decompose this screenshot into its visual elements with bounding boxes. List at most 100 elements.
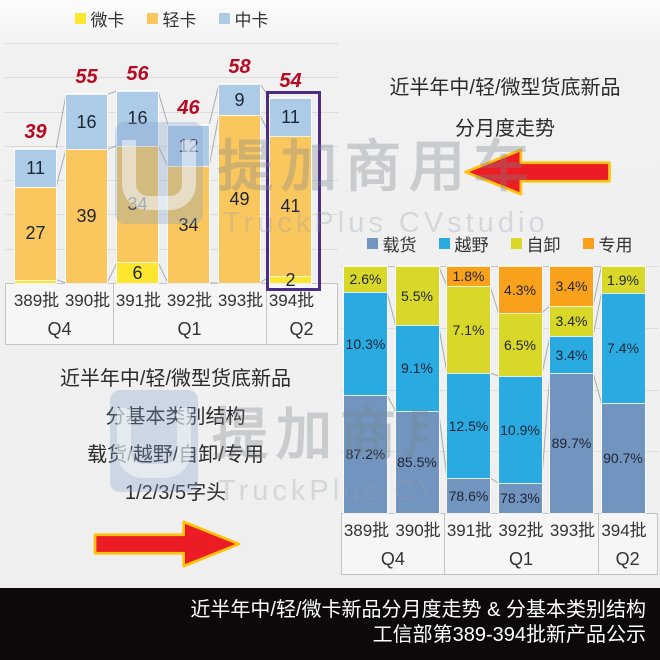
bar-segment-label: 10.3% bbox=[345, 335, 386, 352]
bar-segment-label: 9.1% bbox=[401, 360, 433, 376]
legend-item: 中卡 bbox=[218, 6, 269, 31]
legend-swatch bbox=[74, 12, 86, 24]
axis-group-label: Q2 bbox=[615, 549, 640, 569]
bar-393批: 9 49 bbox=[218, 83, 261, 284]
monthly-trend-note: 近半年中/轻/微型货底新品 分月度走势 bbox=[355, 68, 655, 150]
banner-title-line: 近半年中/轻/微卡新品分月度走势 & 分基本类别结构 bbox=[190, 599, 646, 621]
bar-segment-label: 49 bbox=[229, 189, 250, 209]
legend-item: 越野 bbox=[438, 231, 489, 256]
bar-segment bbox=[395, 411, 439, 513]
trend-chart-x-axis: 389批 390批 391批 392批 393批 394批 Q4 Q1 Q2 bbox=[5, 283, 338, 345]
bar-segment bbox=[270, 135, 311, 277]
bar-segment bbox=[270, 276, 311, 283]
bar-segment-label: 16 bbox=[127, 108, 148, 129]
axis-category-label: 389批 bbox=[343, 521, 390, 540]
bar-total-label: 56 bbox=[126, 63, 149, 85]
bar-segment bbox=[395, 266, 439, 325]
gridline bbox=[5, 77, 338, 79]
bar-segment-label: 2.6% bbox=[349, 271, 382, 287]
bar-segment-label: 87.2% bbox=[345, 446, 386, 462]
legend-label: 微卡 bbox=[90, 10, 125, 30]
axis-group-separator bbox=[443, 514, 445, 574]
legend-swatch bbox=[218, 12, 230, 24]
axis-category-label: 393批 bbox=[549, 521, 596, 540]
series-connector-lines bbox=[386, 266, 602, 484]
bar-segment-label: 41 bbox=[280, 195, 301, 216]
bar-segment bbox=[66, 94, 107, 150]
bar-segment-label: 39 bbox=[76, 206, 97, 227]
bar-391批: 1.8% 7.1% 12.5% 78.6% bbox=[446, 265, 491, 514]
axis-group-label: Q1 bbox=[177, 319, 202, 339]
bar-segment bbox=[395, 325, 439, 411]
note-line: 分基本类别结构 bbox=[105, 406, 246, 428]
bar-segment-label: 1.9% bbox=[607, 271, 639, 288]
legend-label: 越野 bbox=[454, 235, 489, 255]
bar-total-label: 46 bbox=[177, 97, 200, 120]
bar-segment bbox=[550, 306, 593, 336]
bar-segment-label: 6 bbox=[132, 262, 143, 283]
axis-category-label: 389批 bbox=[13, 291, 60, 310]
bar-segment bbox=[219, 115, 260, 283]
bar-segment-label: 2 bbox=[285, 269, 296, 290]
legend-swatch bbox=[146, 12, 158, 24]
axis-category-label: 390批 bbox=[64, 291, 111, 310]
legend-swatch bbox=[510, 237, 522, 249]
bar-segment-label: 27 bbox=[25, 223, 46, 244]
bar-segment bbox=[498, 313, 542, 376]
legend-item: 载货 bbox=[366, 231, 417, 256]
bar-391批: 16 34 6 bbox=[116, 90, 159, 284]
bar-total-label: 58 bbox=[228, 56, 251, 79]
axis-group-label: Q4 bbox=[47, 319, 72, 339]
legend-label: 载货 bbox=[382, 235, 417, 255]
bar-392批: 12 34 bbox=[167, 124, 210, 284]
axis-category-label: 391批 bbox=[115, 291, 162, 310]
bar-segment bbox=[15, 187, 56, 280]
bar-394批: 11 41 2 bbox=[269, 96, 312, 290]
bar-segment-label: 1.8% bbox=[452, 268, 485, 284]
legend-label: 自卸 bbox=[526, 235, 561, 255]
bar-segment bbox=[601, 293, 645, 403]
bar-segment bbox=[550, 373, 593, 513]
bar-segment-label: 3.4% bbox=[555, 278, 588, 294]
bar-segment-label: 6.5% bbox=[504, 336, 536, 353]
bar-segment-label: 85.5% bbox=[397, 454, 437, 470]
axis-category-label: 393批 bbox=[217, 291, 264, 310]
bar-segment-label: 7.1% bbox=[452, 321, 485, 338]
bar-segment-label: 90.7% bbox=[603, 450, 643, 466]
bar-segment bbox=[601, 266, 645, 293]
structure-chart-legend: 载货 越野 自卸 专用 bbox=[341, 231, 658, 255]
axis-group-separator bbox=[266, 284, 267, 344]
note-line: 载货/越野/自卸/专用 bbox=[87, 444, 264, 466]
bar-segment-label: 7.4% bbox=[607, 340, 639, 356]
bar-segment-label: 5.5% bbox=[401, 287, 433, 304]
gridline bbox=[5, 111, 338, 113]
bar-segment-label: 3.4% bbox=[555, 313, 588, 329]
bar-segment-label: 10.9% bbox=[500, 421, 540, 438]
legend-label: 专用 bbox=[598, 235, 633, 255]
bar-segment bbox=[15, 149, 56, 187]
bar-segment bbox=[498, 376, 542, 483]
structure-chart-plot-area: 2.6% 10.3% 87.2% 5.5% 9.1% 85.5% 1.8% 7.1% 12.5%… bbox=[341, 265, 658, 514]
bar-389批: 2.6% 10.3% 87.2% bbox=[343, 265, 388, 514]
note-line: 近半年中/轻/微型货底新品 bbox=[59, 368, 292, 390]
monthly-trend-chart: 微卡 轻卡 中卡 11 27 39 16 39 55 16 34 6 56 12 34 46 9 49 58 11 4… bbox=[5, 6, 338, 345]
bar-segment bbox=[498, 483, 542, 513]
bar-total-label: 54 bbox=[279, 69, 302, 92]
note-line: 1/2/3/5字头 bbox=[124, 482, 227, 504]
bar-392批: 4.3% 6.5% 10.9% 78.3% bbox=[497, 265, 543, 514]
bar-segment bbox=[344, 395, 387, 513]
bar-segment bbox=[447, 373, 490, 478]
bar-segment-label: 3.4% bbox=[555, 346, 588, 363]
gridline bbox=[5, 43, 338, 44]
category-structure-note: 近半年中/轻/微型货底新品 分基本类别结构 载货/越野/自卸/专用 1/2/3/… bbox=[18, 360, 333, 512]
note-line: 近半年中/轻/微型货底新品 bbox=[389, 77, 621, 99]
axis-category-label: 394批 bbox=[601, 521, 647, 540]
bar-segment-label: 16 bbox=[76, 111, 97, 132]
axis-category-label: 394批 bbox=[268, 291, 315, 310]
bar-segment bbox=[447, 266, 490, 286]
legend-item: 轻卡 bbox=[146, 6, 197, 31]
bar-segment bbox=[219, 84, 260, 115]
bar-segment-label: 4.3% bbox=[504, 281, 536, 298]
bar-394批: 1.9% 7.4% 90.7% bbox=[600, 265, 646, 514]
